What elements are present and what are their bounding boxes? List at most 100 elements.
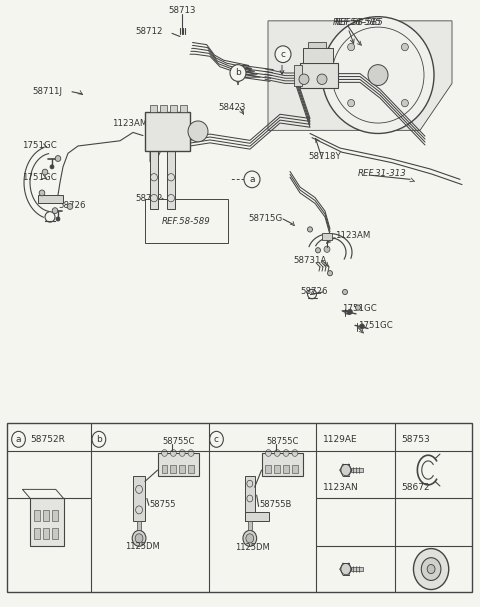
Text: 1751GC: 1751GC xyxy=(22,173,57,181)
Circle shape xyxy=(322,16,434,134)
Text: 1123AM: 1123AM xyxy=(112,118,147,127)
Circle shape xyxy=(413,549,449,589)
Circle shape xyxy=(50,164,54,169)
Bar xyxy=(34,510,40,521)
Circle shape xyxy=(39,190,45,196)
Bar xyxy=(52,528,58,540)
Circle shape xyxy=(324,246,330,253)
Text: 58715G: 58715G xyxy=(248,214,282,223)
Text: 58423: 58423 xyxy=(218,103,245,112)
Text: 58755C: 58755C xyxy=(163,437,195,446)
Text: 1129AE: 1129AE xyxy=(324,435,358,444)
Bar xyxy=(265,466,271,473)
Circle shape xyxy=(243,531,257,546)
Circle shape xyxy=(427,565,435,574)
Text: REF.31-313: REF.31-313 xyxy=(358,169,407,178)
Text: 58718Y: 58718Y xyxy=(308,152,341,161)
Circle shape xyxy=(343,290,348,294)
Bar xyxy=(137,521,141,531)
Circle shape xyxy=(348,309,352,314)
Circle shape xyxy=(421,558,441,580)
Bar xyxy=(150,106,157,112)
Circle shape xyxy=(170,450,176,456)
Circle shape xyxy=(55,155,61,161)
Circle shape xyxy=(368,65,388,86)
Bar xyxy=(34,528,40,540)
Bar xyxy=(150,151,158,209)
Bar xyxy=(351,567,362,571)
Text: 1123AN: 1123AN xyxy=(324,483,359,492)
Text: 1125DM: 1125DM xyxy=(125,542,160,551)
Circle shape xyxy=(292,450,298,456)
Circle shape xyxy=(315,248,321,253)
Bar xyxy=(170,466,176,473)
Bar xyxy=(274,466,280,473)
Bar xyxy=(245,512,269,521)
Bar xyxy=(43,528,49,540)
Bar xyxy=(157,453,199,476)
Bar xyxy=(292,466,298,473)
Bar xyxy=(133,476,145,521)
Text: 1125DM: 1125DM xyxy=(235,543,270,552)
Text: 58755B: 58755B xyxy=(260,500,292,509)
Bar xyxy=(322,232,332,240)
Circle shape xyxy=(265,450,271,456)
Circle shape xyxy=(52,208,58,214)
Circle shape xyxy=(348,100,355,107)
Bar xyxy=(294,65,302,86)
Bar xyxy=(262,453,303,476)
Circle shape xyxy=(327,271,333,276)
Text: 1751GC: 1751GC xyxy=(22,141,57,151)
Text: REF.58-585: REF.58-585 xyxy=(335,18,384,27)
Bar xyxy=(43,510,49,521)
Bar xyxy=(188,466,194,473)
Bar xyxy=(160,106,167,112)
Polygon shape xyxy=(268,21,452,131)
Bar xyxy=(248,521,252,531)
Circle shape xyxy=(341,464,351,476)
Bar xyxy=(145,112,190,151)
Bar xyxy=(179,466,185,473)
Circle shape xyxy=(283,450,289,456)
Text: 1123AM: 1123AM xyxy=(335,231,371,240)
Circle shape xyxy=(317,74,327,84)
Text: 58732: 58732 xyxy=(135,194,163,203)
Text: 58726: 58726 xyxy=(300,288,327,296)
Bar xyxy=(283,466,289,473)
Circle shape xyxy=(274,450,280,456)
Text: 58712: 58712 xyxy=(135,27,163,36)
Bar xyxy=(308,42,326,48)
Bar xyxy=(300,63,338,87)
Bar xyxy=(303,48,333,63)
Circle shape xyxy=(188,450,194,456)
Text: 58753: 58753 xyxy=(402,435,431,444)
Bar xyxy=(245,476,255,521)
Text: 58755: 58755 xyxy=(150,500,176,509)
Text: 58726: 58726 xyxy=(58,201,85,210)
Bar xyxy=(162,466,168,473)
Circle shape xyxy=(341,563,351,575)
Circle shape xyxy=(401,44,408,51)
Text: REF.58-585: REF.58-585 xyxy=(333,18,382,27)
Circle shape xyxy=(230,65,246,81)
Text: 58711J: 58711J xyxy=(32,87,62,97)
Text: 1751GC: 1751GC xyxy=(358,321,393,330)
Text: b: b xyxy=(96,435,102,444)
Circle shape xyxy=(179,450,185,456)
Bar xyxy=(170,106,177,112)
Circle shape xyxy=(56,217,60,221)
Text: 58672: 58672 xyxy=(402,483,431,492)
Text: 1751GC: 1751GC xyxy=(342,304,377,313)
Bar xyxy=(180,106,187,112)
Circle shape xyxy=(356,305,360,310)
Circle shape xyxy=(67,203,73,209)
Text: a: a xyxy=(16,435,21,444)
Circle shape xyxy=(132,531,146,546)
Circle shape xyxy=(348,44,355,51)
Text: b: b xyxy=(235,69,241,78)
Circle shape xyxy=(188,121,208,142)
Bar xyxy=(52,510,58,521)
Circle shape xyxy=(244,171,260,188)
Bar xyxy=(167,151,175,209)
Circle shape xyxy=(162,450,168,456)
